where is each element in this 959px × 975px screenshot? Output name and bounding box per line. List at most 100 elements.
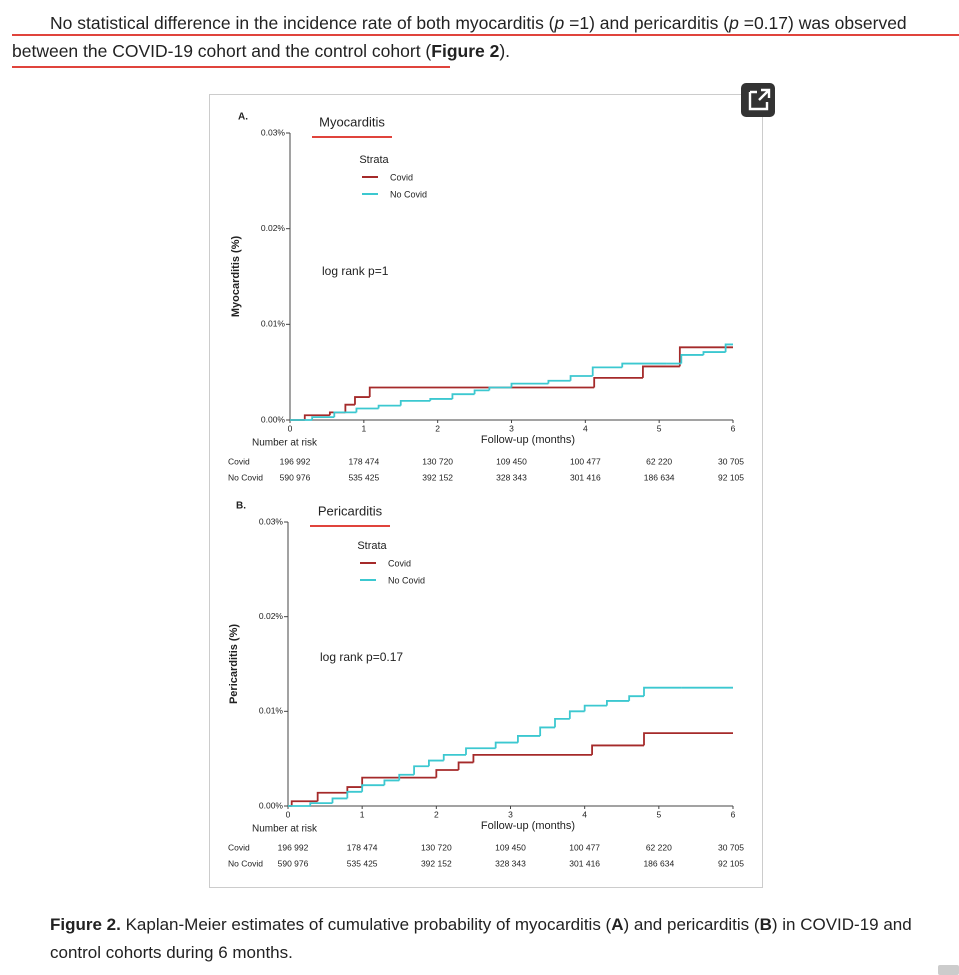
km-step [428,759,444,767]
km-step [642,365,680,378]
figure-frame [209,94,763,888]
km-step [457,761,474,771]
y-tick-label: 0.03% [259,516,284,526]
km-step [316,791,348,802]
risk-row-name: Covid [228,456,250,466]
legend-label: Covid [388,558,411,568]
km-step [591,366,623,376]
x-axis-label: Follow-up (months) [481,434,575,446]
risk-value: 186 634 [643,858,674,868]
km-step [377,404,401,409]
km-step [494,741,518,749]
risk-value: 328 343 [496,472,527,482]
risk-value: 92 105 [718,858,744,868]
km-step [569,375,593,381]
km-step [429,398,453,401]
risk-value: 178 474 [347,842,378,852]
km-step [547,379,571,384]
legend-label: No Covid [390,189,427,199]
text: Kaplan-Meier estimates of cumulative pro… [120,915,612,934]
km-step [583,704,607,712]
icon [748,88,771,111]
km-step [606,700,630,706]
text: =0.17) was observed between the COVID-19… [12,13,907,61]
risk-value: 392 152 [422,472,453,482]
y-axis-label: Myocarditis (%) [230,236,242,318]
text: p [729,13,739,33]
x-tick-label: 2 [435,423,440,433]
risk-row-name: Covid [228,842,250,852]
km-step [472,753,593,763]
km-step [643,686,682,697]
y-tick-label: 0.02% [259,611,284,621]
km-step [435,769,459,778]
risk-title: Number at risk [252,438,318,449]
risk-value: 535 425 [347,858,378,868]
km-step [451,393,475,399]
text: B [759,915,772,934]
x-tick-label: 6 [731,423,736,433]
km-step [702,351,726,355]
risk-value: 535 425 [348,472,379,482]
km-step [517,735,541,743]
y-tick-label: 0.01% [259,706,284,716]
y-tick-label: 0.00% [261,414,286,424]
risk-value: 109 450 [496,456,527,466]
km-step [399,399,431,406]
km-step [303,414,330,420]
y-tick-label: 0.01% [261,319,286,329]
paragraph: No statistical difference in the inciden… [12,9,952,65]
km-step [473,389,490,395]
annotation: log rank p=0.17 [320,650,403,664]
km-step [465,747,496,755]
x-tick-label: 4 [583,423,588,433]
risk-row-name: No Covid [228,472,263,482]
text: No statistical difference in the inciden… [50,13,555,33]
risk-value: 196 992 [280,456,311,466]
km-step [628,695,644,701]
km-step [290,800,318,806]
km-step [591,744,644,755]
chart-title: Myocarditis [319,114,385,129]
km-step [344,403,355,413]
km-step [383,779,400,786]
risk-value: 30 705 [718,456,744,466]
panel-label: B. [236,501,246,512]
risk-value: 92 105 [718,472,744,482]
open-figure-button[interactable] [741,83,775,117]
km-step [442,753,466,761]
risk-value: 186 634 [644,472,675,482]
km-step [311,416,335,420]
risk-value: 328 343 [495,858,526,868]
km-step [488,386,512,391]
text: ) and pericarditis ( [623,915,760,934]
km-step [678,346,733,367]
km-step [355,407,379,413]
km-step [333,411,357,418]
x-tick-label: 5 [656,809,661,819]
km-step [398,773,415,781]
risk-row-name: No Covid [228,858,263,868]
km-step [593,377,643,388]
risk-value: 590 976 [280,472,311,482]
x-tick-label: 0 [288,423,293,433]
km-step [331,797,348,804]
legend-label: No Covid [388,575,425,585]
x-tick-label: 5 [657,423,662,433]
km-step [554,718,570,728]
risk-value: 100 477 [569,842,600,852]
km-step [568,710,585,719]
km-step [309,802,333,806]
risk-value: 62 220 [646,456,672,466]
text: ). [499,41,511,61]
text: p [554,13,565,33]
risk-value: 30 705 [718,842,744,852]
km-step [724,343,733,353]
x-tick-label: 3 [509,423,514,433]
risk-value: 301 416 [569,858,600,868]
x-tick-label: 1 [361,423,366,433]
figure-link[interactable]: Figure 2 [431,41,500,61]
y-tick-label: 0.02% [261,223,286,233]
y-tick-label: 0.00% [259,800,284,810]
risk-value: 62 220 [646,842,672,852]
